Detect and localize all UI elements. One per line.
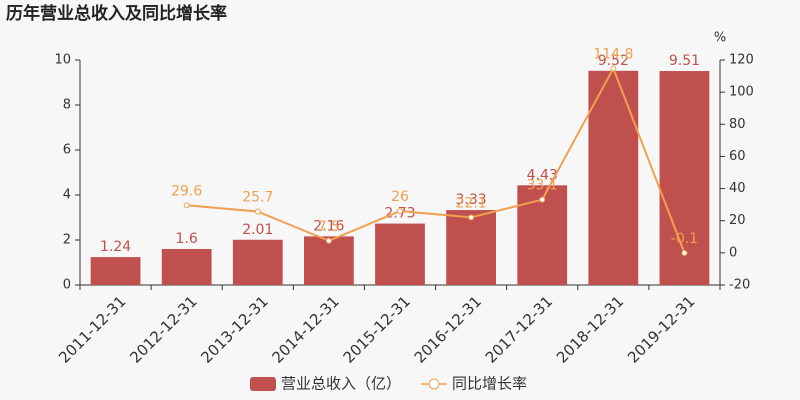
bar-value-label: 4.43	[527, 167, 558, 183]
x-tick-label: 2015-12-31	[340, 292, 414, 366]
line-value-label: 25.7	[242, 190, 273, 206]
y2-tick-label: 100	[729, 85, 754, 100]
bar	[304, 236, 354, 285]
line-point	[539, 196, 546, 203]
y2-tick-label: 80	[729, 117, 746, 132]
y-tick-label: 4	[63, 188, 71, 203]
bar	[588, 70, 639, 285]
x-tick-label: 2012-12-31	[126, 292, 200, 366]
y2-tick-label: 20	[729, 213, 746, 228]
line-value-label: 29.6	[171, 183, 202, 199]
line-point	[681, 250, 688, 257]
x-tick-label: 2013-12-31	[197, 292, 271, 366]
bar	[659, 71, 710, 286]
bar-value-label: 2.16	[313, 218, 344, 234]
y2-tick-label: 40	[729, 181, 746, 196]
x-tick-label: 2014-12-31	[269, 292, 343, 366]
line-value-label: 114.8	[593, 46, 633, 62]
legend-symbol	[428, 378, 440, 390]
y2-axis-label: %	[714, 31, 726, 46]
bar	[232, 239, 283, 285]
bar-value-label: 1.24	[100, 239, 131, 255]
bar-value-label: 9.52	[598, 53, 629, 69]
bar	[161, 249, 212, 285]
line-point	[254, 208, 261, 215]
y2-tick-label: -20	[729, 278, 750, 293]
line-point	[325, 237, 332, 244]
y2-tick-label: 0	[729, 245, 737, 260]
line-point	[468, 214, 475, 221]
bar	[375, 223, 425, 285]
bar-value-label: 3.33	[456, 192, 487, 208]
bar-value-label: 1.6	[176, 231, 198, 247]
y-tick-label: 0	[63, 278, 71, 293]
y-tick-label: 8	[63, 98, 71, 113]
x-tick-label: 2016-12-31	[411, 292, 485, 366]
bar	[90, 257, 141, 285]
legend-label: 同比增长率	[452, 375, 527, 393]
line-value-label: -0.1	[671, 231, 698, 247]
x-tick-label: 2018-12-31	[553, 292, 627, 366]
x-tick-label: 2017-12-31	[482, 292, 556, 366]
y2-tick-label: 60	[729, 149, 746, 164]
line-value-label: 26	[391, 189, 409, 205]
bar	[446, 210, 496, 285]
y2-tick-label: 120	[729, 53, 754, 68]
y-tick-label: 10	[54, 53, 71, 68]
y-tick-label: 2	[63, 233, 71, 248]
chart-title: 历年营业总收入及同比增长率	[6, 3, 227, 24]
line-value-label: 33.1	[527, 178, 558, 194]
line-value-label: 7.5	[318, 219, 340, 235]
y-tick-label: 6	[63, 143, 71, 158]
legend-label: 营业总收入（亿）	[281, 375, 401, 393]
bar-value-label: 2.01	[242, 222, 273, 238]
legend-symbol	[250, 377, 276, 391]
line-point	[183, 202, 190, 209]
line-point	[397, 208, 403, 215]
bar-value-label: 9.51	[669, 53, 700, 69]
line	[186, 65, 686, 254]
line-value-label: 22.1	[456, 195, 487, 211]
x-tick-label: 2011-12-31	[55, 292, 129, 366]
x-tick-label: 2019-12-31	[624, 292, 698, 366]
line-point	[610, 65, 617, 72]
